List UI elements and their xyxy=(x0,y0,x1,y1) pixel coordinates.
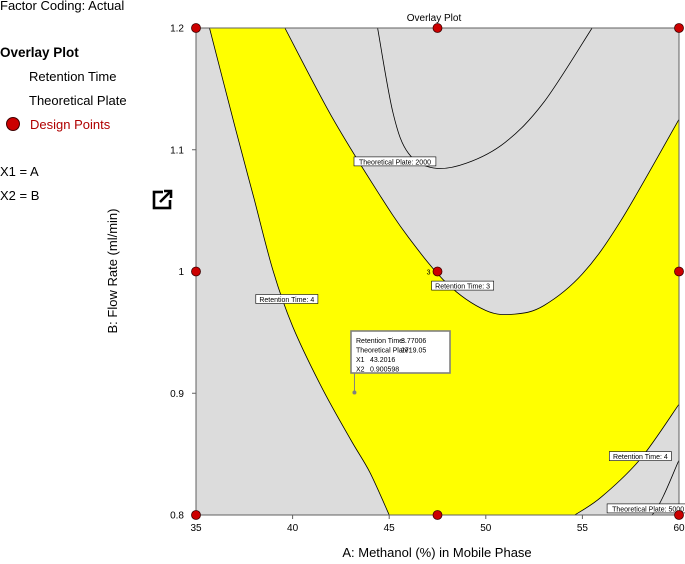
flag-label: Retention Time: xyxy=(356,338,405,345)
contour-label-text: Retention Time: 4 xyxy=(259,297,314,304)
x-tick-label: 60 xyxy=(673,523,685,534)
x-tick-label: 55 xyxy=(577,523,589,534)
flag-value: 43.2016 xyxy=(370,357,395,364)
contour-line xyxy=(209,28,390,515)
feasible-region xyxy=(209,28,679,515)
chart-title: Overlay Plot xyxy=(407,13,462,24)
y-tick-label: 0.8 xyxy=(170,511,184,522)
design-point xyxy=(191,23,201,33)
y-axis-label: B: Flow Rate (ml/min) xyxy=(105,209,120,334)
design-point xyxy=(432,510,443,520)
y-tick-label: 0.9 xyxy=(170,389,184,400)
y-tick-label: 1.1 xyxy=(170,145,184,156)
contour-label: Retention Time: 3 xyxy=(431,280,495,291)
contour-line xyxy=(574,403,679,515)
design-point xyxy=(674,23,684,33)
contour-label-text: Retention Time: 4 xyxy=(613,454,668,461)
factor-x2: X2 = B xyxy=(0,188,40,203)
contour-label-text: Theoretical Plate: 2000 xyxy=(359,159,431,166)
factor-coding-label: Factor Coding: Actual xyxy=(0,0,125,13)
flag-value: 3.77006 xyxy=(401,338,426,345)
contour-label-text: Theoretical Plate: 5000 xyxy=(612,506,684,513)
design-point xyxy=(432,266,443,277)
x-tick-label: 35 xyxy=(190,523,202,534)
contour-line xyxy=(377,28,593,169)
x-tick-label: 50 xyxy=(480,523,492,534)
flag-label: Theoretical Plate: xyxy=(356,348,411,355)
contour-line xyxy=(284,28,679,316)
x-tick-label: 45 xyxy=(384,523,396,534)
legend-panel: Factor Coding: Actual Overlay Plot Reten… xyxy=(0,0,150,220)
contour-label: Theoretical Plate: 2000 xyxy=(353,156,437,166)
design-point xyxy=(432,23,443,33)
design-point-legend-marker xyxy=(6,117,20,131)
flag-box[interactable] xyxy=(350,330,451,374)
y-tick-label: 1.2 xyxy=(170,24,184,35)
contour-label: Retention Time: 4 xyxy=(608,451,672,461)
legend-title: Overlay Plot xyxy=(0,45,79,60)
design-point xyxy=(674,266,684,277)
flag-point xyxy=(352,390,357,395)
flag-label: X2 xyxy=(356,367,365,374)
contour-label-text: Retention Time: 3 xyxy=(435,284,490,291)
flag-value: 0.900598 xyxy=(370,367,399,374)
flag-label: X1 xyxy=(356,357,365,364)
design-point-count: 3 xyxy=(427,270,431,277)
design-point xyxy=(191,266,201,277)
contour-label: Theoretical Plate: 5000 xyxy=(606,503,685,513)
y-tick-label: 1 xyxy=(178,267,184,278)
factor-x1: X1 = A xyxy=(0,164,39,179)
export-icon[interactable] xyxy=(152,187,176,210)
legend-item-retention-time: Retention Time xyxy=(29,69,117,84)
design-point xyxy=(674,510,684,520)
x-axis-label: A: Methanol (%) in Mobile Phase xyxy=(342,545,531,560)
flag-value: 2719.05 xyxy=(401,348,426,355)
x-tick-label: 40 xyxy=(287,523,299,534)
contour-label: Retention Time: 4 xyxy=(255,294,319,304)
legend-item-theoretical-plate: Theoretical Plate xyxy=(29,93,127,108)
design-point xyxy=(191,510,201,520)
legend-item-design-points: Design Points xyxy=(30,117,111,132)
